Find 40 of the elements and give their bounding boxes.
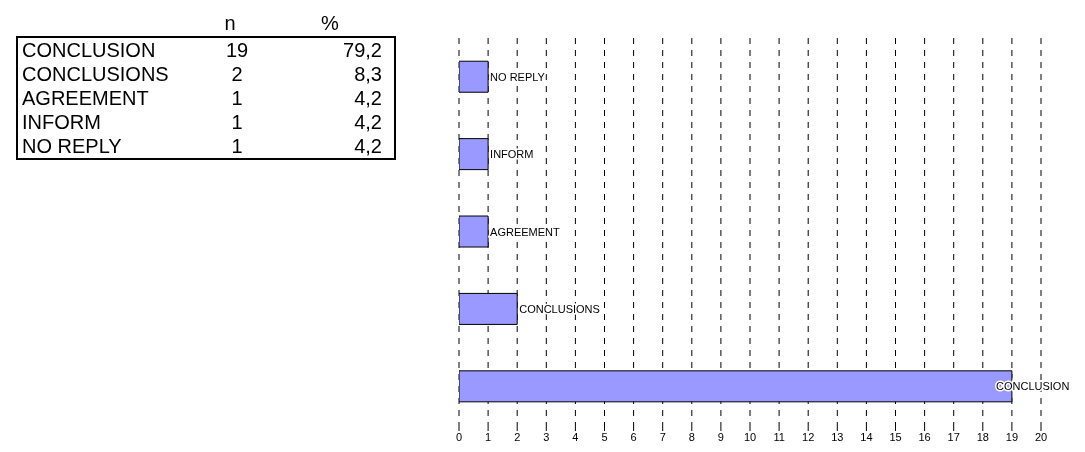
x-tick-label: 15 <box>889 430 902 443</box>
text: 79,2 <box>342 38 382 62</box>
x-tick-label: 8 <box>688 430 695 443</box>
x-tick-label: 2 <box>514 430 521 443</box>
text: CONCLUSION <box>22 38 157 62</box>
x-tick-label: 5 <box>601 430 608 443</box>
text: 4,2 <box>353 110 382 134</box>
x-tick-label: 20 <box>1034 430 1048 443</box>
x-tick-label: 16 <box>918 430 931 443</box>
text: 1 <box>230 134 244 158</box>
text: CONCLUSIONS <box>22 62 170 86</box>
x-tick-label: 7 <box>659 430 666 443</box>
x-tick-label: 14 <box>860 430 873 443</box>
text: 4,2 <box>353 86 382 110</box>
x-tick-label: 11 <box>773 430 785 443</box>
text: 1 <box>230 110 244 134</box>
x-tick-label: 6 <box>630 430 637 443</box>
x-tick-label: 9 <box>717 430 724 443</box>
x-tick-label: 12 <box>802 430 815 443</box>
text: 2 <box>230 62 244 86</box>
y-tick-label: INFORM <box>490 148 534 161</box>
x-tick-label: 17 <box>947 430 960 443</box>
x-tick-label: 13 <box>831 430 844 443</box>
text: AGREEMENT <box>22 86 150 110</box>
text: 19 <box>224 38 250 62</box>
text: NO REPLY <box>22 134 123 158</box>
x-tick-label: 19 <box>1005 430 1019 443</box>
x-tick-label: 4 <box>572 430 579 443</box>
y-tick-label: AGREEMENT <box>490 225 561 238</box>
x-tick-label: 3 <box>543 430 550 443</box>
text: n <box>223 11 237 36</box>
x-tick-label: 18 <box>976 430 989 443</box>
text: INFORM <box>22 110 102 134</box>
x-tick-label: 1 <box>485 430 492 443</box>
text: 1 <box>230 86 244 110</box>
text: 8,3 <box>353 62 382 86</box>
x-tick-label: 10 <box>743 430 757 443</box>
text: % <box>320 11 340 36</box>
x-tick-label: 0 <box>455 430 463 443</box>
text: 4,2 <box>353 134 382 158</box>
